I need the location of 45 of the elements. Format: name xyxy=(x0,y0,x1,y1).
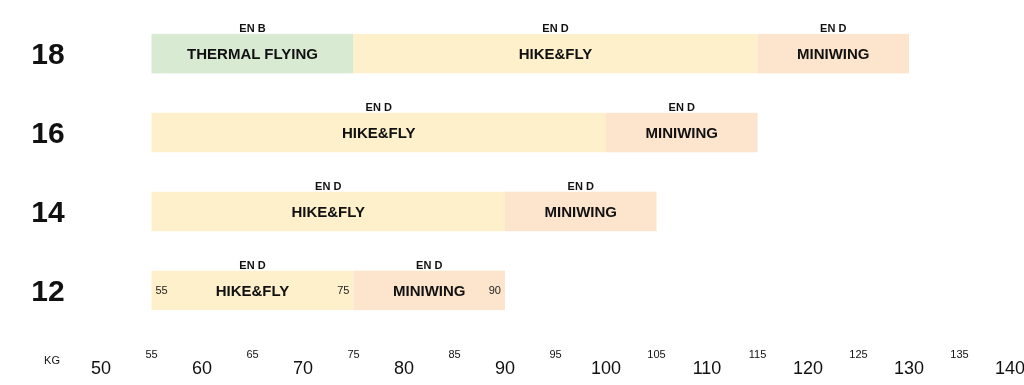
series-label: HIKE&FLY xyxy=(518,44,593,62)
data-label: EN D xyxy=(567,179,594,192)
data-label: EN D xyxy=(820,21,847,34)
x2-tick-label: 95 xyxy=(549,347,562,360)
text: HIKE&FLY xyxy=(341,123,416,141)
x-tick-label: 50 xyxy=(90,358,112,379)
y-tick-label: 16 xyxy=(31,116,65,150)
x2-tick-label: 75 xyxy=(347,347,360,360)
x2-tick-label: 105 xyxy=(647,347,666,360)
text: HIKE&FLY xyxy=(291,202,366,220)
data-label: EN B xyxy=(239,21,266,34)
x2-tick-label: 135 xyxy=(950,347,969,360)
data-label: EN D xyxy=(365,100,392,113)
data-label: EN D xyxy=(668,100,695,113)
annotation: 90 xyxy=(488,284,501,297)
x-tick-label: 90 xyxy=(494,358,516,379)
text: HIKE&FLY xyxy=(215,281,290,299)
series-label: THERMAL FLYING xyxy=(187,44,318,62)
x-tick-label: 140 xyxy=(994,358,1024,379)
x-tick-label: 100 xyxy=(590,358,622,379)
x2-tick-label: 85 xyxy=(448,347,461,360)
x2-tick-label: 55 xyxy=(145,347,158,360)
x-tick-label: 80 xyxy=(393,358,415,379)
data-label: EN D xyxy=(315,179,342,192)
x-tick-label: 70 xyxy=(292,358,314,379)
data-label: EN D xyxy=(416,258,443,271)
text: MINIWING xyxy=(544,202,617,220)
annotation: 75 xyxy=(337,284,350,297)
annotation: 55 xyxy=(155,284,168,297)
series-label: MINIWING xyxy=(797,44,870,62)
data-label: EN D xyxy=(542,21,569,34)
y-tick-label: 18 xyxy=(31,37,65,71)
x-tick-label: 130 xyxy=(893,358,925,379)
x-tick-label: 110 xyxy=(692,358,722,379)
y-tick-label: 14 xyxy=(31,194,65,228)
x2-tick-label: 125 xyxy=(849,347,868,360)
data-label: EN D xyxy=(239,258,266,271)
text: MINIWING xyxy=(645,123,718,141)
text: MINIWING xyxy=(393,281,466,299)
x-tick-label: 120 xyxy=(792,358,824,379)
x-tick-label: 60 xyxy=(191,358,213,379)
y-tick-label: 12 xyxy=(31,273,65,307)
x2-tick-label: 115 xyxy=(748,347,767,360)
x-axis-title: KG xyxy=(44,354,60,366)
x2-tick-label: 65 xyxy=(246,347,259,360)
